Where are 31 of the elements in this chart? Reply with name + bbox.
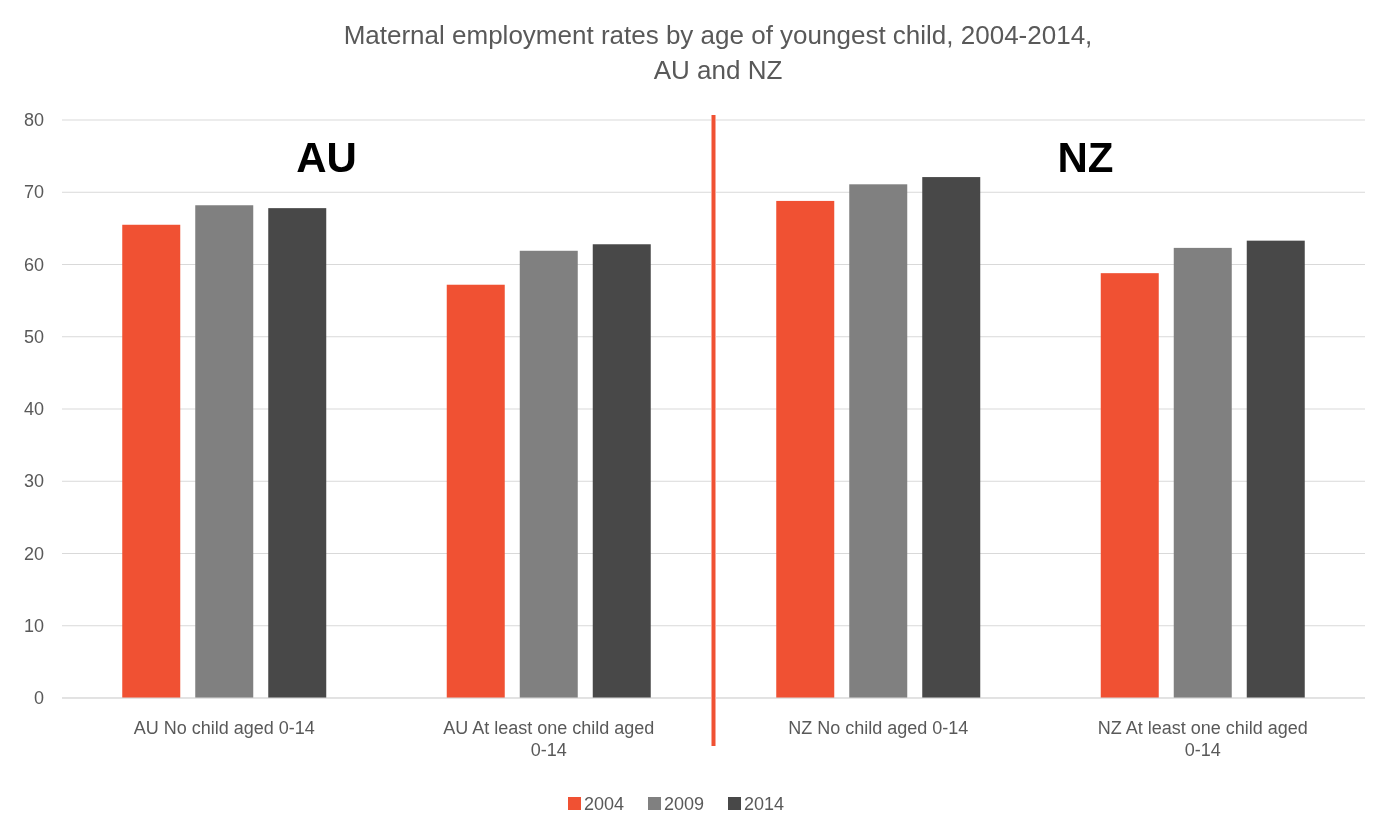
y-tick-label: 30: [23, 471, 44, 492]
y-tick-label: 70: [23, 182, 44, 203]
y-tick-label: 50: [23, 326, 44, 347]
bar: [268, 208, 327, 698]
y-tick-label: 10: [23, 615, 44, 636]
legend-label: 2014: [744, 794, 785, 814]
y-tick-label: 60: [23, 254, 44, 275]
bar: [1173, 247, 1232, 698]
bar: [1246, 240, 1305, 698]
x-tick-label: NZ At least one child aged 0-14: [1097, 718, 1308, 760]
bar: [519, 250, 578, 698]
y-tick-label: 40: [23, 399, 44, 419]
y-tick-label: 0: [33, 688, 44, 708]
annotation: AU: [296, 134, 357, 181]
bar: [122, 224, 181, 698]
y-tick-label: 80: [23, 110, 44, 130]
x-tick-label: AU At least one child aged 0-14: [443, 718, 655, 760]
legend-label: 2004: [584, 794, 625, 814]
y-tick-label: 20: [23, 543, 44, 564]
bar: [1100, 273, 1159, 698]
bar: [446, 284, 505, 698]
annotation: NZ: [1057, 134, 1114, 181]
bar: [849, 184, 908, 698]
bar: [776, 200, 835, 698]
bar: [922, 177, 981, 698]
legend-label: 2009: [664, 794, 705, 814]
bar: [592, 244, 651, 698]
bar: [195, 205, 254, 698]
chart-title: Maternal employment rates by age of youngest child, 2004-2014, AU and NZ: [343, 20, 1093, 85]
x-tick-label: NZ No child aged 0-14: [788, 718, 969, 738]
x-tick-label: AU No child aged 0-14: [133, 718, 315, 738]
